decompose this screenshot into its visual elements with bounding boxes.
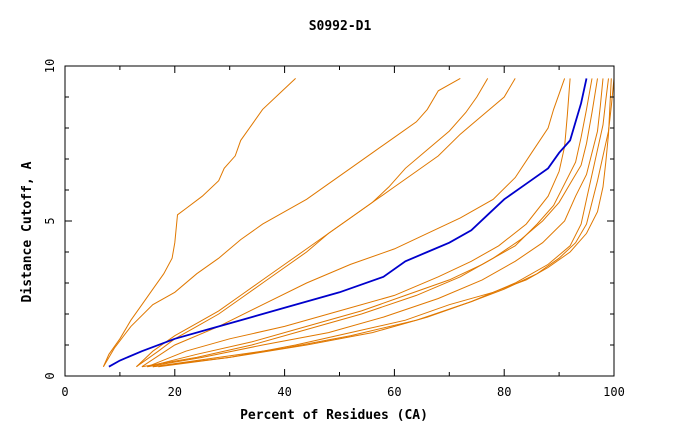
tick-layer: 0 20 40 60 80 100 0 5 10 [43,59,625,399]
x-tick-label: 0 [61,385,68,399]
series-line [102,77,461,367]
y-tick-label: 5 [43,217,57,224]
x-axis-label: Percent of Residues (CA) [240,408,428,423]
x-tick-label: 60 [387,385,401,399]
series-line [147,78,571,368]
y-axis-label: Distance Cutoff, A [20,161,35,302]
x-tick-label: 40 [277,385,291,399]
chart-title: S0992-D1 [309,19,372,34]
series-line [141,78,598,368]
y-tick-label: 10 [43,59,57,73]
series-line-highlight [108,78,588,368]
x-tick-label: 80 [497,385,511,399]
series-line [147,78,593,368]
series-line [136,78,516,368]
series-line [158,78,612,368]
series-line [152,78,609,368]
series-line [152,78,615,368]
series-layer [102,77,615,368]
x-tick-label: 100 [603,385,625,399]
series-line [102,78,296,367]
series-line [147,78,604,368]
x-tick-label: 20 [168,385,182,399]
series-line [136,78,489,368]
series-line [141,78,566,368]
y-tick-label: 0 [43,372,57,379]
